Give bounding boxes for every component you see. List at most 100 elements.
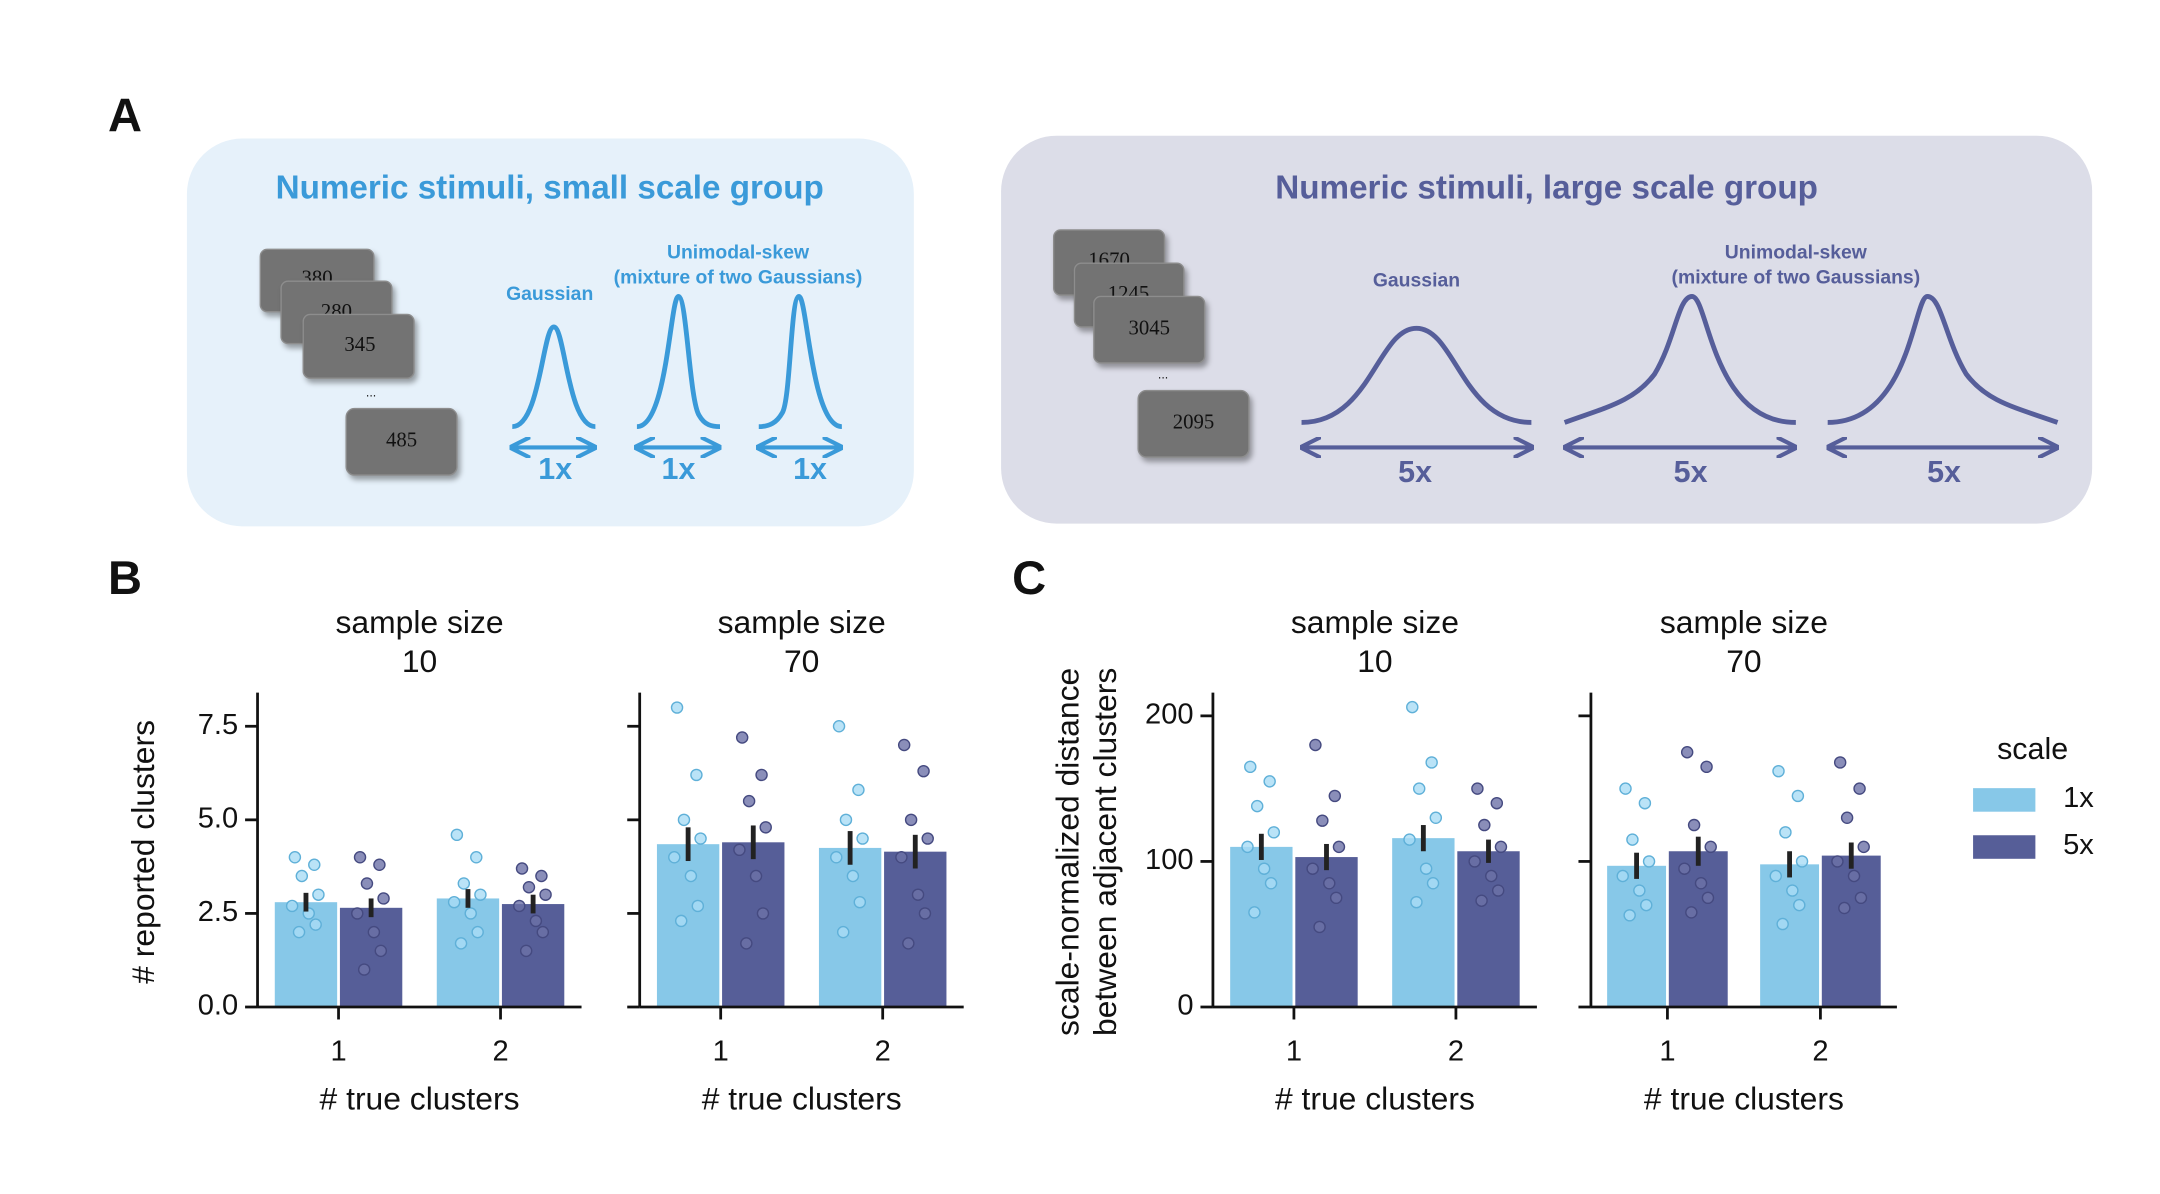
- data-point: [1410, 895, 1423, 909]
- x-tick-label: 1: [1286, 1035, 1302, 1067]
- dist-label: (mixture of two Gaussians): [614, 267, 863, 289]
- data-point: [755, 768, 768, 782]
- data-point: [735, 731, 749, 744]
- y-tick-label: 0: [1177, 990, 1193, 1022]
- x-axis-label: # true clusters: [1275, 1081, 1475, 1117]
- card: [1093, 295, 1206, 364]
- y-axis-label: between adjacent clusters: [1087, 668, 1123, 1036]
- y-tick-label: 5.0: [198, 803, 238, 835]
- data-point: [1250, 799, 1264, 813]
- y-tick-label: 0.0: [198, 990, 238, 1022]
- data-point: [756, 907, 770, 920]
- dist-label: Unimodal-skew: [667, 242, 810, 264]
- data-point: [471, 925, 484, 939]
- dist-label: Gaussian: [506, 283, 593, 305]
- data-point: [1853, 782, 1866, 795]
- data-point: [1776, 917, 1789, 931]
- data-point: [904, 813, 918, 827]
- data-point: [1406, 700, 1419, 714]
- data-point: [447, 895, 461, 909]
- data-point: [1263, 775, 1276, 788]
- data-point: [1490, 796, 1504, 810]
- x-tick-label: 2: [1448, 1035, 1464, 1067]
- chart-subtitle: 70: [1726, 643, 1761, 679]
- bar: [722, 842, 785, 1008]
- data-point: [902, 937, 915, 950]
- group-title: Numeric stimuli, small scale group: [276, 170, 824, 207]
- data-point: [1838, 901, 1851, 915]
- data-point: [288, 851, 302, 864]
- x-tick-label: 1: [1659, 1035, 1675, 1067]
- data-point: [373, 858, 386, 871]
- scale-label: 1x: [793, 452, 827, 486]
- data-point: [1267, 826, 1281, 839]
- chart-title: sample size: [1660, 604, 1828, 640]
- x-axis-label: # true clusters: [702, 1081, 902, 1117]
- y-axis-label: # reported clusters: [125, 720, 161, 984]
- data-point: [1313, 920, 1326, 934]
- data-point: [1623, 909, 1636, 922]
- data-point: [515, 862, 529, 875]
- panel-letter: B: [108, 551, 142, 604]
- data-point: [312, 888, 325, 901]
- data-point: [1491, 884, 1505, 897]
- data-point: [1633, 884, 1646, 897]
- curve: [1827, 293, 2059, 425]
- data-point: [522, 880, 536, 894]
- data-point: [1306, 862, 1319, 875]
- data-point: [895, 851, 908, 864]
- data-point: [1680, 746, 1694, 759]
- data-point: [1494, 840, 1508, 854]
- dist-label: Gaussian: [1373, 269, 1460, 291]
- data-point: [513, 899, 526, 913]
- data-point: [1685, 906, 1698, 919]
- data-point: [846, 869, 860, 883]
- data-point: [285, 899, 299, 913]
- data-point: [897, 738, 911, 752]
- ellipsis: ...: [366, 386, 376, 400]
- data-point: [1419, 862, 1433, 875]
- chart-title: sample size: [1291, 604, 1459, 640]
- data-point: [690, 768, 703, 782]
- chart-subtitle: 70: [784, 643, 819, 679]
- data-point: [836, 925, 850, 939]
- y-tick-label: 2.5: [198, 896, 238, 928]
- x-tick-label: 1: [713, 1035, 729, 1067]
- data-point: [1772, 764, 1785, 778]
- data-point: [1329, 891, 1343, 905]
- data-point: [1791, 789, 1805, 803]
- card-number: 3045: [1128, 316, 1170, 339]
- data-point: [759, 821, 772, 834]
- data-point: [1701, 891, 1715, 905]
- data-point: [353, 851, 367, 864]
- bar: [339, 907, 403, 1008]
- data-point: [1426, 877, 1440, 890]
- x-tick-label: 1: [330, 1035, 346, 1067]
- legend-label: 1x: [2063, 782, 2094, 814]
- data-point: [856, 832, 869, 845]
- legend-swatch: [1973, 835, 2036, 859]
- data-point: [1332, 840, 1346, 854]
- x-tick-label: 2: [1812, 1035, 1828, 1067]
- data-point: [1678, 862, 1691, 875]
- data-point: [1316, 814, 1329, 827]
- data-point: [1471, 782, 1484, 795]
- x-axis-label: # true clusters: [320, 1081, 520, 1117]
- data-point: [1478, 818, 1491, 832]
- data-point: [519, 944, 533, 958]
- data-point: [457, 877, 471, 890]
- data-point: [539, 888, 552, 901]
- data-point: [1854, 891, 1868, 905]
- data-point: [374, 944, 388, 958]
- data-point: [1309, 738, 1322, 752]
- data-point: [921, 832, 934, 845]
- chart-subtitle: 10: [402, 643, 437, 679]
- data-point: [1264, 877, 1278, 890]
- data-point: [1412, 782, 1426, 795]
- data-point: [1244, 760, 1257, 774]
- data-point: [292, 925, 306, 939]
- data-point: [309, 918, 322, 931]
- data-point: [1795, 855, 1809, 868]
